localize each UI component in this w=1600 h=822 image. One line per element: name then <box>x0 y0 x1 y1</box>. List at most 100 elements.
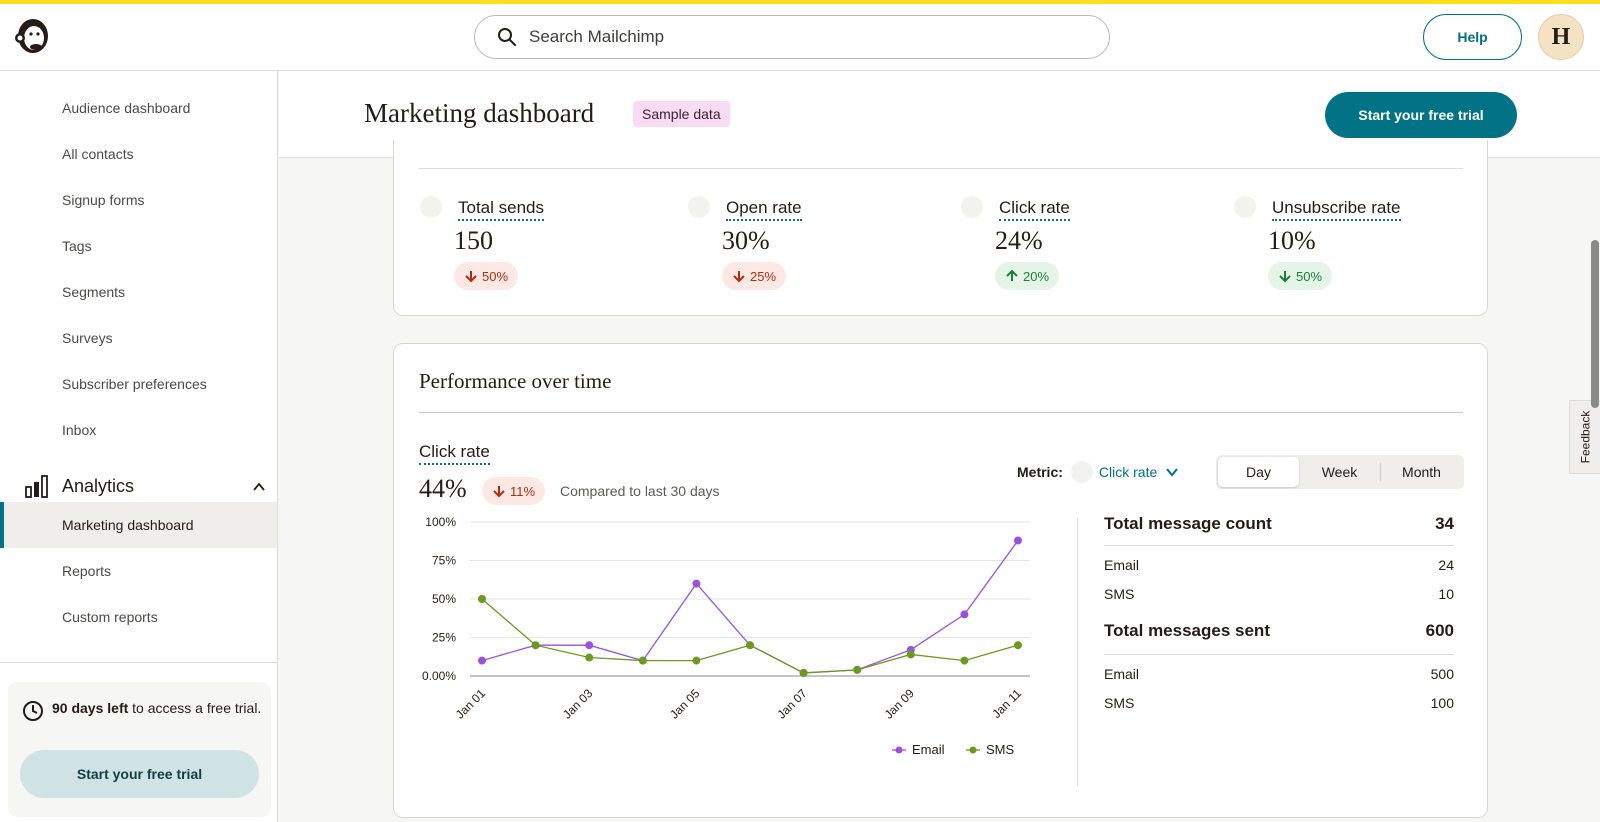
sidebar-section-analytics[interactable]: Analytics <box>0 464 277 508</box>
sidebar-item-tags[interactable]: Tags <box>62 238 92 254</box>
sent-sms-label: SMS <box>1104 695 1135 711</box>
top-accent-bar <box>0 0 1600 4</box>
sidebar-start-trial-button[interactable]: Start your free trial <box>20 750 259 798</box>
stats-card: Total sends 150 50% Open rate 30% 25% Cl… <box>393 140 1488 316</box>
count-sms-row: SMS 10 <box>1104 586 1454 602</box>
y-tick-label: 100% <box>425 515 456 529</box>
start-trial-button[interactable]: Start your free trial <box>1325 92 1517 138</box>
mailchimp-mini-icon <box>688 196 710 218</box>
sample-data-badge: Sample data <box>633 101 730 127</box>
stat-label[interactable]: Unsubscribe rate <box>1272 198 1401 221</box>
trial-days-left: 90 days left <box>52 700 129 716</box>
total-message-count-label: Total message count <box>1104 514 1272 533</box>
scrollbar[interactable] <box>1590 71 1600 822</box>
avatar[interactable]: H <box>1538 14 1584 60</box>
totals-divider <box>1104 545 1454 546</box>
stat-value: 10% <box>1268 226 1316 255</box>
arrow-down-icon <box>1279 271 1291 283</box>
sidebar-item-surveys[interactable]: Surveys <box>62 330 113 346</box>
arrow-down-icon <box>733 271 745 283</box>
period-separator <box>1380 463 1381 481</box>
total-messages-sent-value: 600 <box>1425 621 1454 640</box>
legend-swatch-dot <box>895 746 903 754</box>
sidebar-item-signup-forms[interactable]: Signup forms <box>62 192 145 208</box>
stat-change-value: 50% <box>482 268 509 284</box>
sidebar-item-reports[interactable]: Reports <box>62 563 112 579</box>
sidebar-divider <box>0 662 277 663</box>
stat-label[interactable]: Open rate <box>726 198 802 221</box>
help-button[interactable]: Help <box>1423 14 1522 60</box>
mailchimp-logo-icon[interactable] <box>12 14 54 58</box>
stat-value: 30% <box>722 226 770 255</box>
search-input[interactable]: Search Mailchimp <box>529 27 665 46</box>
x-tick-label: Jan 05 <box>667 686 703 722</box>
arrow-up-icon <box>1006 269 1018 281</box>
stat-click-rate: Click rate 24% 20% <box>961 194 1201 294</box>
series-line-sms <box>481 598 1019 674</box>
sidebar-item-marketing-dashboard[interactable]: Marketing dashboard <box>0 502 277 548</box>
y-tick-label: 50% <box>432 592 456 606</box>
stat-value: 24% <box>995 226 1043 255</box>
sidebar-item-subscriber-preferences[interactable]: Subscriber preferences <box>62 376 207 392</box>
stats-divider <box>419 168 1463 169</box>
period-month-button[interactable]: Month <box>1402 464 1441 480</box>
sidebar-item-segments[interactable]: Segments <box>62 284 126 300</box>
search-bar[interactable]: Search Mailchimp <box>474 15 1110 59</box>
sidebar-item-audience-dashboard[interactable]: Audience dashboard <box>62 100 191 116</box>
stat-open-rate: Open rate 30% 25% <box>688 194 928 294</box>
stat-change-value: 20% <box>1023 268 1050 284</box>
data-point-sms <box>692 656 701 665</box>
chevron-down-icon[interactable] <box>1165 465 1179 479</box>
count-sms-label: SMS <box>1104 586 1135 602</box>
count-sms-value: 10 <box>1438 586 1454 602</box>
metric-change-value: 11% <box>510 483 536 499</box>
period-week-button[interactable]: Week <box>1321 464 1358 480</box>
metric-dropdown[interactable]: Metric: Click rate <box>1017 459 1179 485</box>
bar-chart-icon <box>25 475 48 498</box>
total-messages-sent-label: Total messages sent <box>1104 621 1270 640</box>
metric-label[interactable]: Click rate <box>419 442 490 465</box>
y-tick-label: 75% <box>432 554 456 568</box>
sidebar-item-all-contacts[interactable]: All contacts <box>62 146 134 162</box>
stat-change-badge: 50% <box>454 262 519 290</box>
legend-swatch-dot <box>969 746 977 754</box>
mailchimp-mini-icon <box>961 196 983 218</box>
sidebar-item-custom-reports[interactable]: Custom reports <box>62 609 158 625</box>
app-header: Search Mailchimp Help H <box>0 4 1600 71</box>
stat-unsubscribe-rate: Unsubscribe rate 10% 50% <box>1234 194 1474 294</box>
data-point-email <box>960 610 969 619</box>
total-messages-sent-row: Total messages sent 600 <box>1104 621 1454 641</box>
y-tick-label: 25% <box>432 631 456 645</box>
sidebar: Audience dashboard All contacts Signup f… <box>0 71 278 822</box>
feedback-tab[interactable]: Feedback <box>1569 400 1600 474</box>
data-point-sms <box>585 653 594 662</box>
total-message-count-value: 34 <box>1435 514 1454 533</box>
performance-card: Performance over time Click rate 44% 11%… <box>393 343 1488 818</box>
data-point-email <box>585 641 594 650</box>
data-point-sms <box>638 656 647 665</box>
data-point-sms <box>531 641 540 650</box>
performance-line-chart: 0.00% 25% 50% 75% 100% Jan 01 Jan 03 Jan 05 Jan … <box>422 515 1030 757</box>
stat-change-badge: 25% <box>722 262 787 290</box>
chevron-up-icon[interactable] <box>252 480 266 494</box>
stat-value: 150 <box>454 226 493 255</box>
count-email-row: Email 24 <box>1104 557 1454 573</box>
scrollbar-thumb[interactable] <box>1591 240 1599 408</box>
stat-total-sends: Total sends 150 50% <box>420 194 660 294</box>
search-icon <box>498 28 516 46</box>
data-point-sms <box>478 595 486 603</box>
total-message-count-row: Total message count 34 <box>1104 514 1454 534</box>
sent-sms-value: 100 <box>1430 695 1454 711</box>
sent-email-label: Email <box>1104 666 1140 682</box>
period-day-button[interactable]: Day <box>1218 457 1299 487</box>
data-point-sms <box>960 656 969 665</box>
stat-label[interactable]: Total sends <box>458 198 544 221</box>
stat-label[interactable]: Click rate <box>999 198 1070 221</box>
x-tick-label: Jan 01 <box>453 686 489 722</box>
metric-dropdown-value[interactable]: Click rate <box>1098 464 1158 480</box>
arrow-down-icon <box>465 271 477 283</box>
y-tick-label: 0.00% <box>422 669 456 683</box>
metric-change-badge: 11% <box>482 477 546 505</box>
arrow-down-icon <box>493 486 505 498</box>
sidebar-item-inbox[interactable]: Inbox <box>62 422 97 438</box>
